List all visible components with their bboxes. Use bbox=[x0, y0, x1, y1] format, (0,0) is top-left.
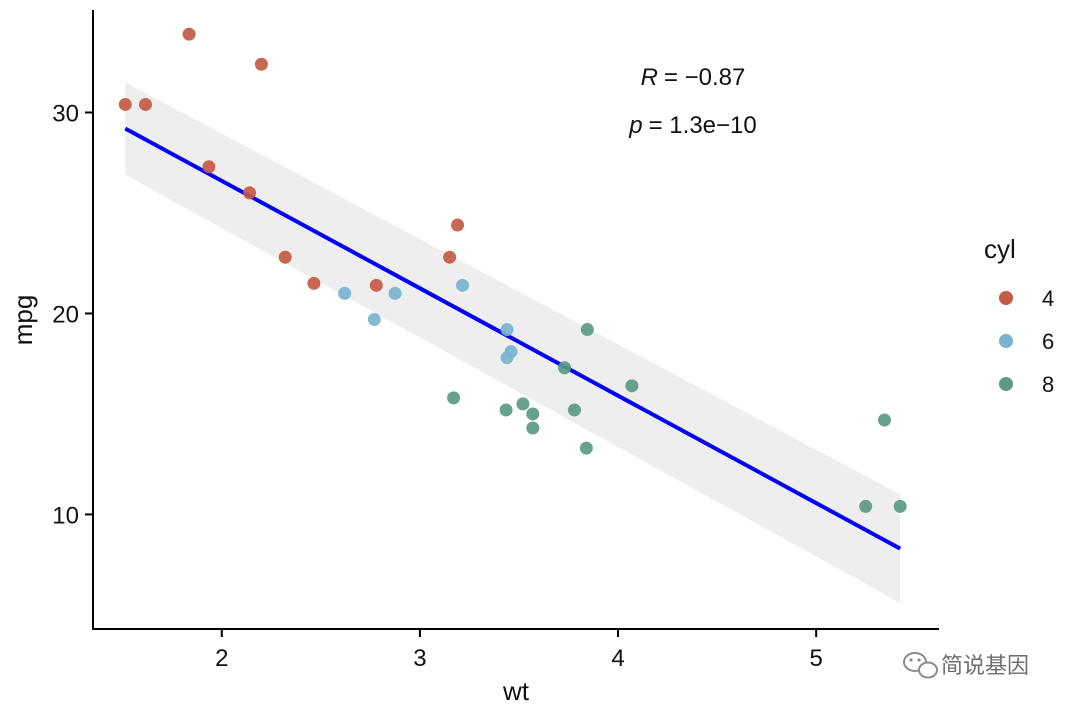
watermark: 简说基因 bbox=[903, 652, 1029, 679]
data-point-cyl-8 bbox=[447, 391, 461, 405]
p-label: p bbox=[628, 112, 642, 139]
data-point-cyl-4 bbox=[278, 250, 292, 264]
correlation-annotation: R = −0.87 bbox=[641, 64, 746, 91]
data-point-cyl-8 bbox=[893, 499, 907, 513]
p-value-annotation: p = 1.3e−10 bbox=[628, 112, 756, 139]
data-point-cyl-6 bbox=[456, 278, 470, 292]
r-label: R bbox=[641, 64, 658, 91]
data-point-cyl-8 bbox=[579, 441, 593, 455]
legend-label-cyl-4: 4 bbox=[1042, 286, 1054, 311]
y-axis-title: mpg bbox=[8, 295, 38, 346]
x-tick-label: 4 bbox=[611, 645, 624, 672]
x-axis-ticks: 2 3 4 5 bbox=[215, 629, 823, 672]
legend-key-cyl-8 bbox=[999, 377, 1013, 391]
legend-label-cyl-8: 8 bbox=[1042, 372, 1054, 397]
confidence-band-layer bbox=[125, 82, 901, 603]
legend-label-cyl-6: 6 bbox=[1042, 329, 1054, 354]
regression-line bbox=[124, 126, 902, 551]
data-point-cyl-4 bbox=[118, 97, 132, 111]
regression-line-layer bbox=[124, 126, 902, 551]
y-tick-label: 30 bbox=[52, 100, 79, 127]
data-point-cyl-8 bbox=[499, 403, 513, 417]
data-point-cyl-4 bbox=[451, 218, 465, 232]
confidence-band bbox=[125, 82, 901, 603]
data-point-cyl-8 bbox=[859, 499, 873, 513]
wechat-icon bbox=[903, 652, 938, 679]
data-point-cyl-8 bbox=[558, 361, 572, 375]
data-points-layer bbox=[118, 27, 907, 513]
data-point-cyl-4 bbox=[369, 278, 383, 292]
data-point-cyl-4 bbox=[443, 250, 457, 264]
data-point-cyl-8 bbox=[526, 407, 540, 421]
data-point-cyl-4 bbox=[254, 57, 268, 71]
data-point-cyl-4 bbox=[182, 27, 196, 41]
legend-key-cyl-4 bbox=[999, 291, 1013, 305]
data-point-cyl-8 bbox=[567, 403, 581, 417]
data-point-cyl-8 bbox=[580, 323, 594, 337]
data-point-cyl-8 bbox=[526, 421, 540, 435]
legend-key-cyl-6 bbox=[999, 334, 1013, 348]
data-point-cyl-4 bbox=[307, 276, 321, 290]
y-tick-label: 10 bbox=[52, 502, 79, 529]
x-axis-title: wt bbox=[502, 676, 530, 706]
data-point-cyl-8 bbox=[625, 379, 639, 393]
data-point-cyl-4 bbox=[243, 186, 257, 200]
x-tick-label: 3 bbox=[413, 645, 426, 672]
watermark-text: 简说基因 bbox=[941, 654, 1029, 679]
data-point-cyl-8 bbox=[878, 413, 892, 427]
data-point-cyl-4 bbox=[202, 160, 216, 174]
data-point-cyl-6 bbox=[367, 313, 381, 326]
data-point-cyl-6 bbox=[338, 286, 352, 300]
y-axis-ticks: 10 20 30 bbox=[52, 100, 93, 529]
x-tick-label: 5 bbox=[809, 645, 822, 672]
x-tick-label: 2 bbox=[215, 645, 228, 672]
data-point-cyl-6 bbox=[500, 323, 514, 337]
legend-title: cyl bbox=[984, 234, 1016, 264]
p-value: = 1.3e−10 bbox=[649, 112, 757, 139]
r-value: = −0.87 bbox=[664, 64, 745, 91]
legend: 4 6 8 bbox=[999, 286, 1054, 397]
y-tick-label: 20 bbox=[52, 301, 79, 328]
data-point-cyl-6 bbox=[388, 286, 402, 300]
data-point-cyl-6 bbox=[504, 345, 518, 359]
data-point-cyl-4 bbox=[139, 97, 153, 111]
data-point-cyl-8 bbox=[516, 397, 530, 411]
